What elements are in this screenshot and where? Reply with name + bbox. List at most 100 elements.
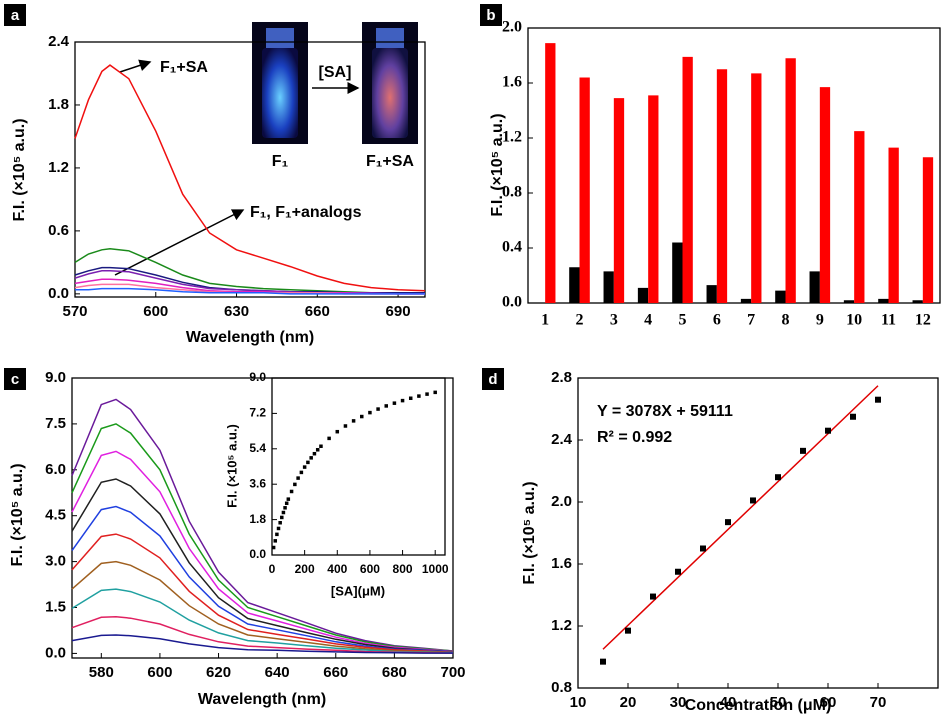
data-point	[280, 515, 284, 520]
data-point	[875, 396, 881, 403]
x-tick-label: 12	[915, 312, 931, 329]
y-tick-label: 2.4	[48, 33, 70, 50]
x-tick-label: 4	[644, 312, 652, 329]
bar	[706, 285, 717, 303]
spectrum-line	[71, 478, 454, 653]
data-point	[775, 474, 781, 481]
y-tick-label: 1.5	[45, 598, 66, 615]
y-tick-label: 2.8	[551, 369, 572, 386]
y-tick-label: 1.2	[551, 617, 572, 634]
bar	[775, 290, 786, 303]
spectrum-line	[71, 450, 454, 653]
x-tick-label: 1	[541, 312, 549, 329]
bar	[912, 300, 923, 303]
x-tick-label: 400	[327, 562, 347, 576]
data-point	[675, 568, 681, 575]
data-point	[306, 460, 310, 465]
bar	[648, 95, 659, 303]
x-tick-label: 2	[576, 312, 584, 329]
x-tick-label: 700	[440, 664, 465, 681]
y-tick-label: 2.4	[551, 431, 573, 448]
panel-label: a	[11, 7, 20, 24]
x-tick-label: 800	[393, 562, 413, 576]
panel-label: b	[486, 7, 495, 24]
data-point	[276, 526, 281, 531]
bar	[740, 298, 752, 303]
y-tick-label: 1.8	[249, 512, 266, 526]
x-tick-label: 20	[620, 694, 637, 711]
x-tick-label: 6	[713, 312, 721, 329]
data-point	[281, 510, 286, 515]
data-point	[400, 398, 405, 403]
spectrum-line	[74, 270, 425, 295]
y-axis-label: F.I. (×10⁵ a.u.)	[224, 424, 239, 508]
x-tick-label: 10	[570, 694, 587, 711]
panel: 0.00.40.81.21.62.0bF.I. (×10⁵ a.u.)1 2 3 4 5…	[480, 4, 941, 329]
data-point	[327, 436, 331, 441]
y-tick-label: 9.0	[249, 370, 266, 384]
y-axis-label: F.I. (×10⁵ a.u.)	[489, 113, 506, 216]
bar	[579, 77, 590, 303]
vial	[372, 48, 408, 138]
data-point	[433, 390, 437, 395]
plot-frame	[71, 377, 454, 659]
y-tick-label: 0.0	[48, 285, 69, 302]
spectrum-line	[71, 533, 454, 653]
data-point	[800, 447, 806, 454]
y-tick-label: 4.5	[45, 507, 66, 524]
y-tick-label: 5.4	[249, 441, 266, 455]
panel: 0.0 0.6 1.2 1.8 2.4 570 600 630 660 690 a F.I. (×10…	[4, 4, 426, 346]
x-tick-label: 30	[670, 694, 687, 711]
data-point	[700, 545, 706, 552]
bar	[843, 300, 855, 303]
x-tick-label: 600	[143, 303, 168, 320]
panel-badge	[480, 4, 502, 26]
bar	[819, 87, 831, 303]
y-tick-label: 7.2	[249, 406, 266, 420]
spectrum-line	[74, 64, 426, 292]
vial	[262, 48, 298, 138]
annotation: F₁+SA	[160, 59, 208, 76]
y-tick-label: 0.8	[551, 679, 572, 696]
bar	[809, 271, 820, 303]
data-point	[271, 545, 276, 550]
annotation: F₁, F₁+analogs	[250, 204, 362, 221]
panel-badge	[4, 368, 26, 390]
data-point	[425, 392, 429, 396]
y-tick-label: 6.0	[45, 461, 66, 478]
y-axis-label: F.I. (×10⁵ a.u.)	[11, 118, 28, 221]
plot-frame	[577, 377, 939, 689]
bar	[922, 157, 934, 303]
vial-cap	[266, 28, 294, 48]
x-tick-label: 200	[295, 562, 315, 576]
spectrum-line	[71, 505, 454, 653]
spectrum-line	[75, 287, 425, 295]
x-axis-label: [SA](μM)	[331, 583, 385, 598]
x-tick-label: 40	[720, 694, 737, 711]
annotation: R² = 0.992	[597, 429, 672, 446]
spectrum-line	[71, 423, 454, 652]
data-point	[299, 470, 304, 475]
spectrum-line	[71, 588, 454, 654]
bar	[888, 147, 899, 303]
y-axis-label: F.I. (×10⁵ a.u.)	[9, 463, 26, 566]
x-tick-label: 0	[269, 562, 276, 576]
data-point	[850, 413, 856, 420]
fit-line	[602, 385, 879, 650]
bar	[716, 69, 728, 303]
x-tick-label: 680	[382, 664, 407, 681]
x-tick-label: 660	[323, 664, 348, 681]
x-tick-label: 630	[224, 303, 249, 320]
panel-label: c	[11, 371, 19, 388]
data-point	[750, 497, 756, 504]
data-point	[625, 627, 631, 634]
x-tick-label: 1000	[422, 562, 449, 576]
data-point	[351, 419, 356, 423]
x-tick-label: 3	[610, 312, 618, 329]
y-tick-label: 1.2	[48, 159, 69, 176]
x-tick-label: 660	[305, 303, 330, 320]
y-tick-label: 2.0	[551, 493, 572, 510]
inset-label: F₁	[272, 153, 289, 170]
plot-frame	[74, 41, 426, 298]
x-tick-label: 9	[816, 312, 824, 329]
